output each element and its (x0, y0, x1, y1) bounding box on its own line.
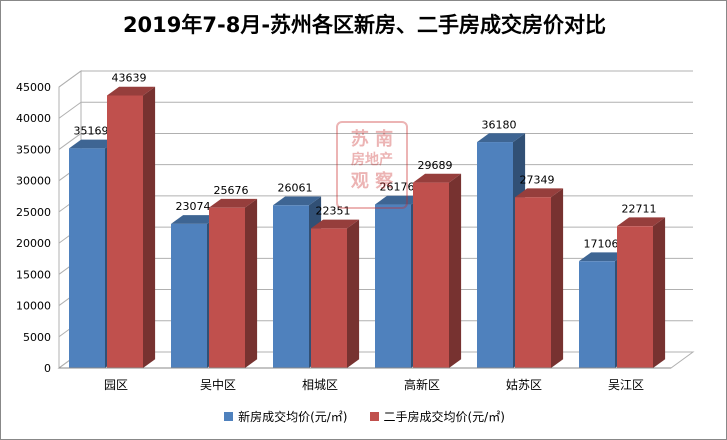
legend-item-new: 新房成交均价(元/㎡) (224, 408, 348, 425)
data-label: 22711 (622, 202, 657, 215)
data-label: 43639 (112, 72, 147, 85)
bar-top (209, 198, 258, 208)
bar-side (551, 188, 564, 368)
data-label: 27349 (520, 173, 555, 186)
legend-label-second-hand: 二手房成交均价(元/㎡) (383, 410, 505, 424)
chart-title: 2019年7-8月-苏州各区新房、二手房成交房价对比 (122, 13, 607, 37)
y-tick-label: 0 (44, 362, 51, 375)
bar-top (617, 217, 666, 227)
data-label: 35169 (74, 125, 109, 138)
bar (69, 148, 105, 368)
chart-legend: 新房成交均价(元/㎡) 二手房成交均价(元/㎡) (1, 408, 726, 425)
bar-top (375, 195, 424, 205)
y-tick-label: 10000 (16, 300, 51, 313)
watermark-line-2: 房地产 (351, 152, 393, 168)
legend-swatch-second-hand (369, 412, 379, 421)
legend-label-new: 新房成交均价(元/㎡) (238, 410, 348, 424)
bar (515, 197, 551, 368)
bar (209, 207, 245, 368)
bar (477, 142, 513, 368)
data-label: 25676 (214, 184, 249, 197)
data-label: 17106 (584, 237, 619, 250)
bar-top (69, 139, 118, 149)
y-tick-label: 20000 (16, 237, 51, 250)
y-tick-label: 15000 (16, 268, 51, 281)
bar-side (245, 198, 258, 368)
bar-top (107, 86, 156, 96)
data-label: 23074 (176, 200, 211, 213)
bar-top (477, 133, 526, 143)
y-tick-label: 45000 (16, 81, 51, 94)
bar (375, 204, 411, 368)
y-tick-label: 35000 (16, 143, 51, 156)
bar-top (515, 188, 564, 198)
watermark-line-1: 苏 南 (350, 129, 394, 150)
x-tick-label: 相城区 (302, 378, 338, 392)
bar (579, 261, 615, 368)
data-label: 36180 (482, 118, 517, 131)
bar-side (653, 217, 666, 368)
bar (311, 228, 347, 368)
watermark-seal: 苏 南 房地产 观 察 (336, 121, 408, 209)
bar (171, 223, 207, 368)
data-label: 29689 (418, 159, 453, 172)
bar (413, 182, 449, 368)
x-tick-label: 高新区 (404, 377, 440, 392)
bar (273, 205, 309, 368)
watermark-line-3: 观 察 (350, 171, 394, 192)
gridline-diag (58, 133, 82, 150)
legend-swatch-new (224, 412, 234, 421)
bar-top (579, 252, 628, 262)
gridline-diag (58, 101, 82, 119)
bar-top (171, 215, 220, 224)
bar-side (143, 86, 156, 368)
y-tick-label: 5000 (23, 331, 51, 344)
x-tick-label: 园区 (104, 378, 128, 392)
gridline-diag (58, 70, 82, 88)
bar (617, 226, 653, 368)
x-tick-label: 吴中区 (200, 377, 236, 392)
bar-top (311, 219, 360, 229)
bar (107, 95, 143, 368)
bar-top (273, 196, 322, 206)
y-tick-label: 30000 (16, 175, 51, 188)
legend-item-second-hand: 二手房成交均价(元/㎡) (369, 408, 505, 425)
bar-top (413, 173, 462, 183)
bar-side (449, 173, 462, 368)
bar-side (347, 219, 360, 368)
y-tick-label: 40000 (16, 112, 51, 125)
data-label: 26176 (380, 181, 415, 194)
x-tick-label: 姑苏区 (506, 378, 542, 392)
x-tick-label: 吴江区 (608, 378, 644, 392)
data-label: 26061 (278, 181, 313, 194)
y-tick-label: 25000 (16, 206, 51, 219)
